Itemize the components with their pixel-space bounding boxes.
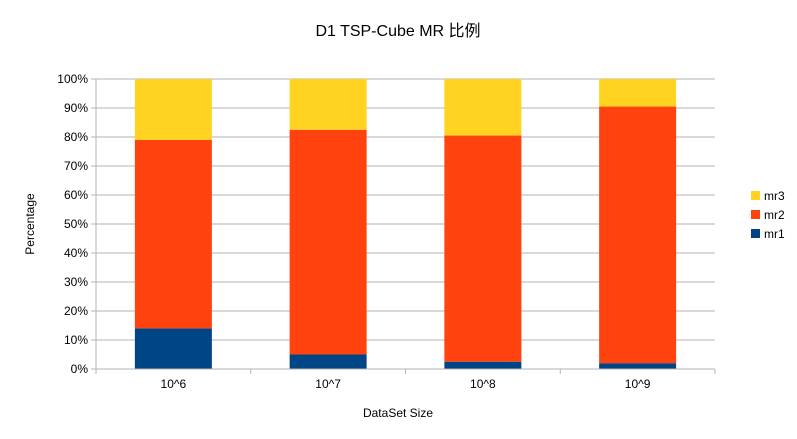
y-tick-label: 80% (64, 130, 88, 144)
y-tick-label: 70% (64, 159, 88, 173)
bar-mr1 (599, 363, 677, 369)
y-tick-label: 10% (64, 333, 88, 347)
bar-mr3 (444, 79, 522, 136)
legend-label-mr1: mr1 (764, 227, 785, 241)
bars (134, 79, 677, 369)
bar-mr1 (289, 354, 367, 369)
bar-mr3 (134, 79, 212, 140)
y-axis-ticks: 0% 10% 20% 30% 40% 50% 60% 70% 80% 90% 100% (57, 72, 96, 376)
x-axis-label: DataSet Size (363, 406, 433, 420)
x-tick-label: 10^8 (470, 377, 496, 391)
bar-mr3 (289, 79, 367, 130)
y-tick-label: 100% (57, 72, 88, 86)
y-tick-label: 20% (64, 304, 88, 318)
x-tick-label: 10^6 (161, 377, 187, 391)
x-tick-label: 10^9 (625, 377, 651, 391)
y-tick-label: 60% (64, 188, 88, 202)
bar-mr2 (599, 106, 677, 364)
y-axis-label: Percentage (23, 193, 37, 255)
bar-mr1 (134, 328, 212, 369)
legend-swatch-mr2 (751, 210, 760, 219)
legend: mr3 mr2 mr1 (751, 189, 785, 241)
chart-title: D1 TSP-Cube MR 比例 (315, 22, 480, 40)
legend-swatch-mr3 (751, 191, 760, 200)
legend-swatch-mr1 (751, 229, 760, 238)
bar-mr2 (134, 139, 212, 329)
bar-mr2 (444, 135, 522, 362)
legend-label-mr3: mr3 (764, 189, 785, 203)
y-tick-label: 40% (64, 246, 88, 260)
bar-mr3 (599, 79, 677, 107)
bar-mr1 (444, 361, 522, 369)
y-tick-label: 0% (71, 362, 89, 376)
legend-label-mr2: mr2 (764, 208, 785, 222)
y-tick-label: 30% (64, 275, 88, 289)
y-tick-label: 90% (64, 101, 88, 115)
y-tick-label: 50% (64, 217, 88, 231)
x-axis-ticks: 10^6 10^7 10^8 10^9 (95, 369, 716, 391)
x-tick-label: 10^7 (315, 377, 341, 391)
bar-mr2 (289, 129, 367, 355)
